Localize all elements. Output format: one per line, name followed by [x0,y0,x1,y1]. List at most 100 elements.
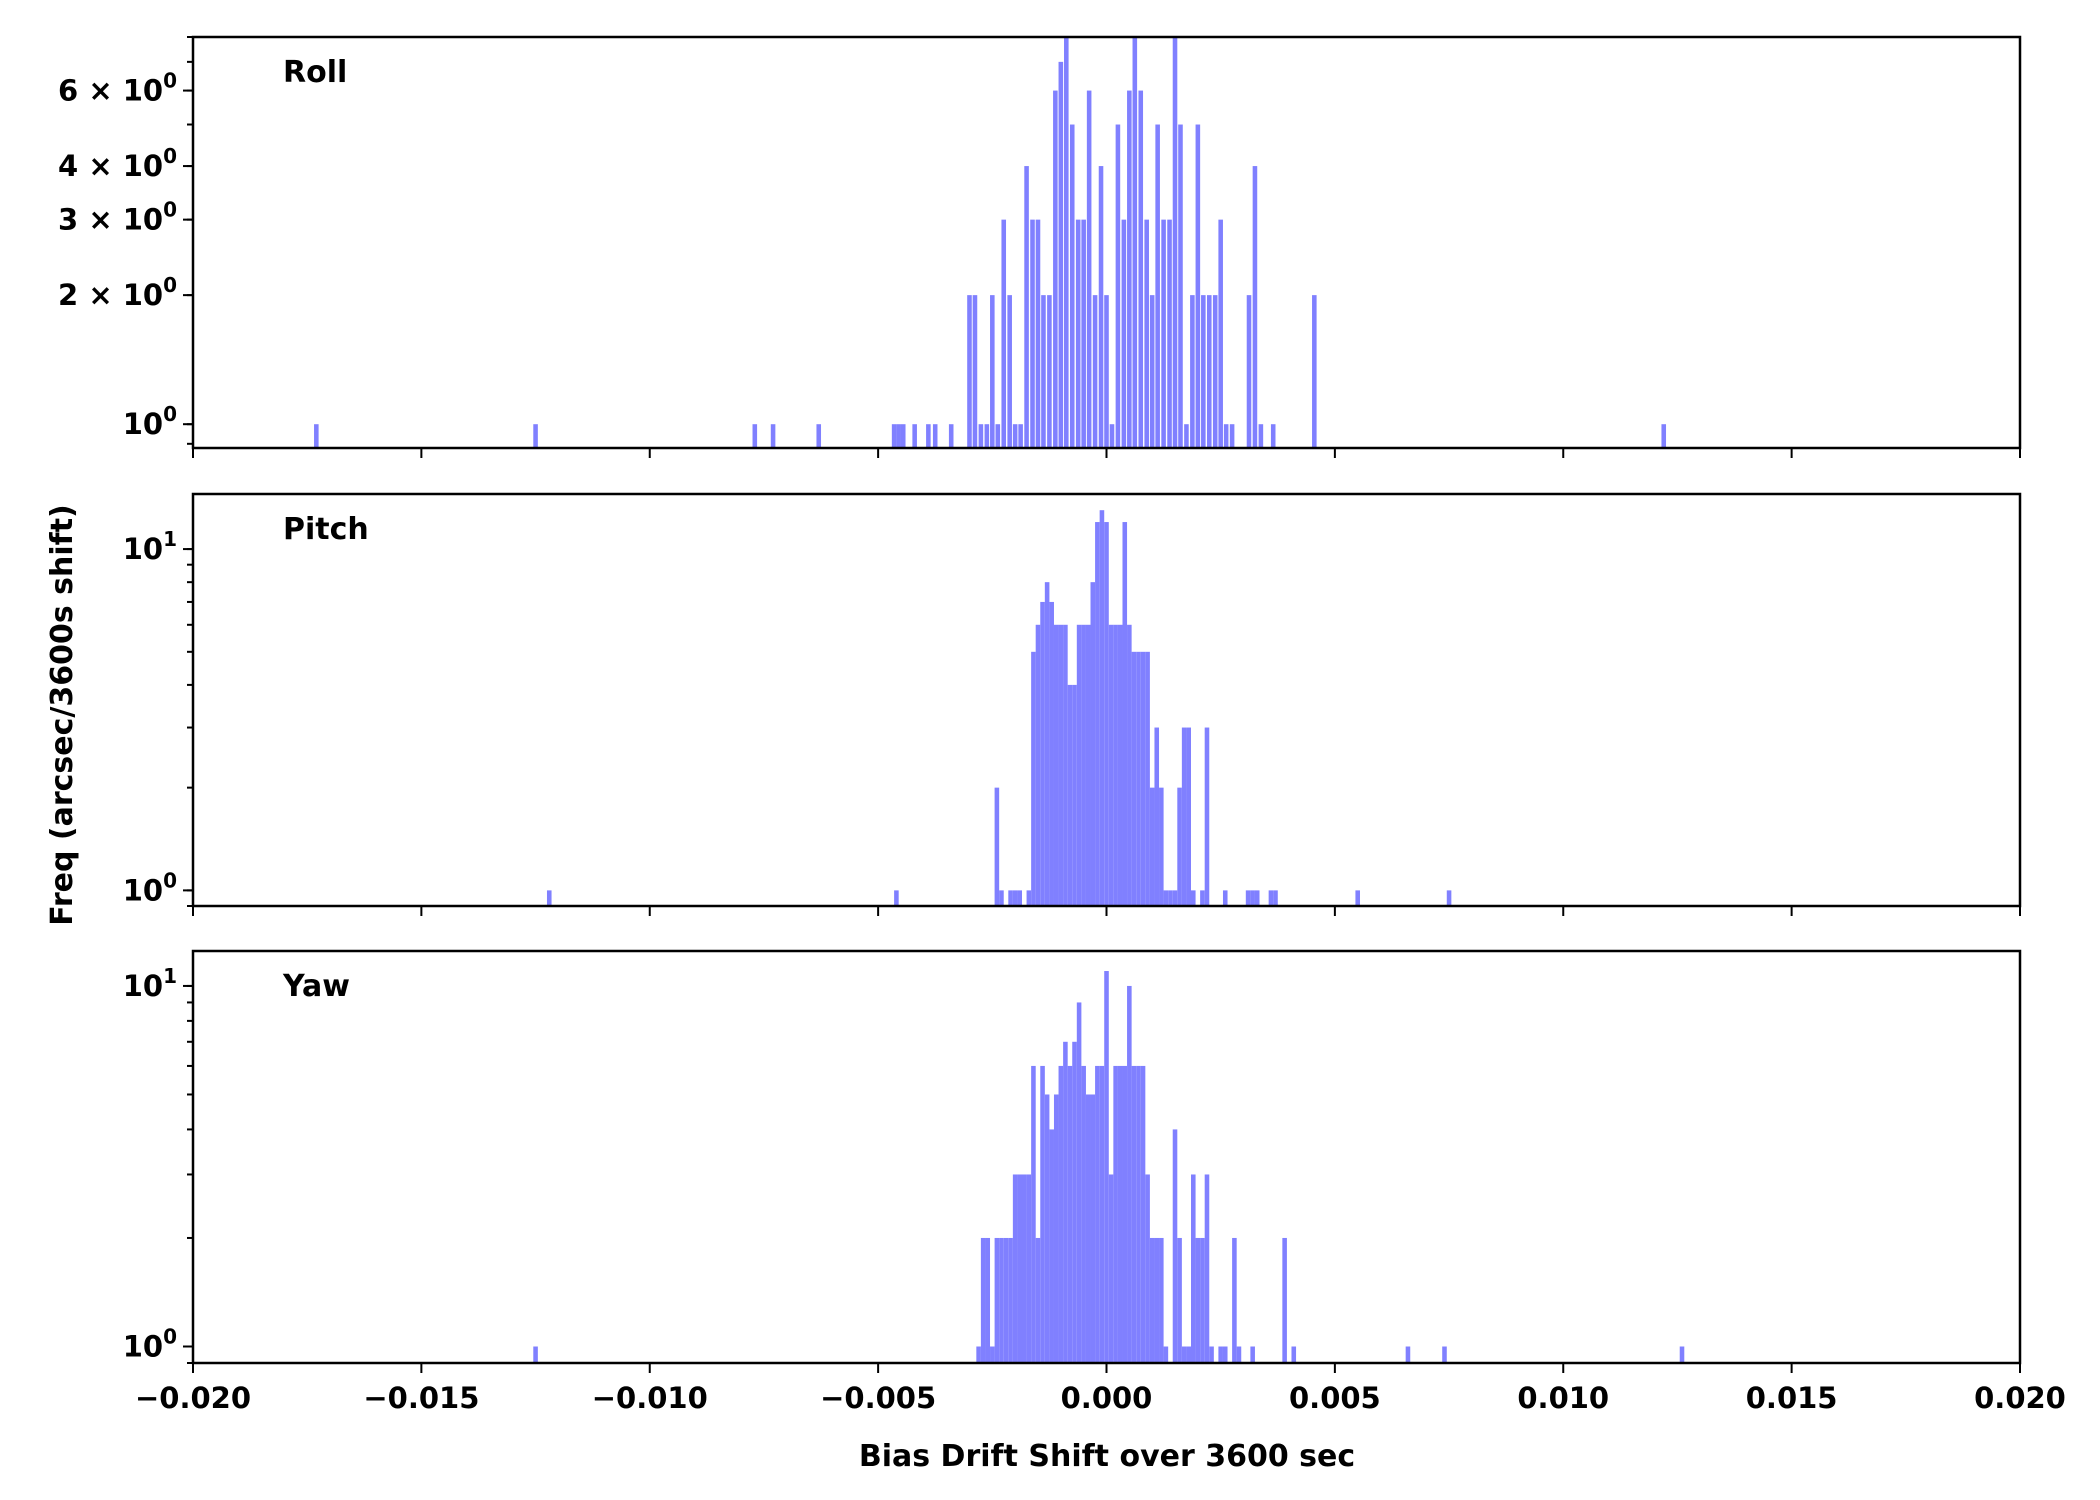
roll-bin-bar [770,424,776,448]
yaw-y-ticks: 100 101 [123,964,193,1364]
yaw-bin-bar [1022,1174,1027,1363]
roll-bin-bar [533,424,538,448]
yaw-bin-bar [1140,1065,1146,1363]
pitch-bin-bar [1044,582,1050,906]
yaw-bin-bar [1282,1237,1287,1363]
roll-bin-bar [1201,295,1206,448]
roll-bin-bar [1161,219,1166,448]
pitch-bin-bar [994,787,1000,906]
yaw-axes-frame [191,949,2022,1365]
yaw-bin-bar [1104,971,1109,1363]
roll-bin-bar [900,424,906,448]
roll-bin-bar [1312,295,1317,448]
roll-bin-bar [1069,124,1075,449]
x-tick-label: −0.015 [363,1381,479,1415]
yaw-bin-bar [1222,1346,1228,1363]
pitch-bin-bar [1081,624,1086,906]
yaw-bin-bar [1031,1065,1036,1363]
y-tick-label: 100 [123,402,177,441]
pitch-panel-label: Pitch [283,512,369,547]
yaw-bin-bar [1085,1094,1091,1363]
roll-bin-bar [816,424,822,448]
roll-bin-bar [972,295,978,448]
pitch-bin-bar [1072,684,1077,906]
pitch-bin-bar [1017,890,1022,906]
roll-bin-bar [1018,424,1023,448]
roll-bin-bar [978,424,984,448]
pitch-bin-bar [1108,624,1114,906]
pitch-bin-bar [1104,522,1109,906]
pitch-bin-bar [1149,787,1155,906]
yaw-bin-bar [1405,1346,1411,1363]
yaw-bin-bar [1250,1346,1255,1363]
roll-bin-bar [1223,424,1229,448]
yaw-bin-bar [1209,1346,1214,1363]
pitch-bin-bar [999,890,1004,906]
pitch-x-ticks [192,906,2021,916]
yaw-bin-bar [1067,1065,1073,1363]
y-tick-label: 101 [123,527,177,566]
roll-bin-bar [1190,295,1195,448]
x-tick-label: −0.005 [820,1381,936,1415]
pitch-bin-bar [1159,787,1164,906]
roll-bin-bar [1030,219,1035,448]
yaw-bin-bar [1172,1129,1178,1363]
roll-y-ticks: 100 2 × 100 3 × 100 4 × 100 6 × 100 [58,36,193,445]
pitch-bin-bar [1008,890,1013,906]
yaw-bin-bar [1145,1174,1150,1363]
roll-bin-bar [1098,166,1104,448]
yaw-bin-bar [1218,1346,1223,1363]
pitch-bin-bar [1122,522,1128,906]
yaw-bin-bar [1136,1065,1141,1363]
pitch-bin-bar [1222,890,1228,906]
yaw-bin-bar [1181,1346,1187,1363]
pitch-bin-bar [1012,890,1018,906]
pitch-bin-bar [1090,582,1096,906]
yaw-bin-bar [1131,1065,1137,1363]
pitch-bin-bar [1131,651,1137,906]
yaw-bin-bar [985,1237,991,1363]
yaw-bin-bar [1095,1065,1100,1363]
pitch-bin-bar [1058,624,1064,906]
yaw-bin-bar [1090,1094,1096,1363]
yaw-bin-bar [1195,1237,1201,1363]
pitch-bin-bar [1168,890,1173,906]
pitch-bars [546,510,1452,906]
y-tick-label: 2 × 100 [58,273,177,312]
roll-bin-bar [1661,424,1667,448]
y-tick-label: 3 × 100 [58,198,177,237]
roll-bin-bar [990,295,995,448]
yaw-bin-bar [1012,1174,1018,1363]
roll-bin-bar [1012,424,1018,448]
roll-bin-bar [1058,61,1064,449]
roll-bin-bar [984,424,990,448]
roll-bin-bar [1132,37,1138,448]
yaw-bin-bar [1200,1237,1205,1363]
roll-bars [314,37,1667,449]
roll-bin-bar [1155,124,1160,449]
roll-bin-bar [1195,124,1201,449]
yaw-bin-bar [980,1237,986,1363]
yaw-bin-bar [1122,1065,1128,1363]
x-tick-label: 0.000 [1061,1381,1153,1415]
pitch-bin-bar [1163,890,1169,906]
roll-bin-bar [1138,90,1144,448]
roll-bin-bar [314,424,319,448]
pitch-bin-bar [894,890,899,906]
y-tick-label: 100 [123,1325,177,1364]
yaw-bin-bar [1159,1237,1164,1363]
yaw-bin-bar [1053,1094,1059,1363]
yaw-bin-bar [1017,1174,1022,1363]
pitch-bin-bar [1172,890,1178,906]
yaw-bin-bar [1076,1002,1082,1363]
roll-bin-bar [1121,219,1127,448]
pitch-bin-bar [1049,601,1054,906]
roll-bin-bar [1086,90,1092,448]
yaw-bin-bar [1177,1237,1182,1363]
yaw-bin-bar [1040,1065,1045,1363]
y-tick-label: 101 [123,964,177,1003]
roll-bin-bar [1047,295,1052,448]
roll-bin-bar [926,424,931,448]
yaw-bin-bar [999,1237,1004,1363]
